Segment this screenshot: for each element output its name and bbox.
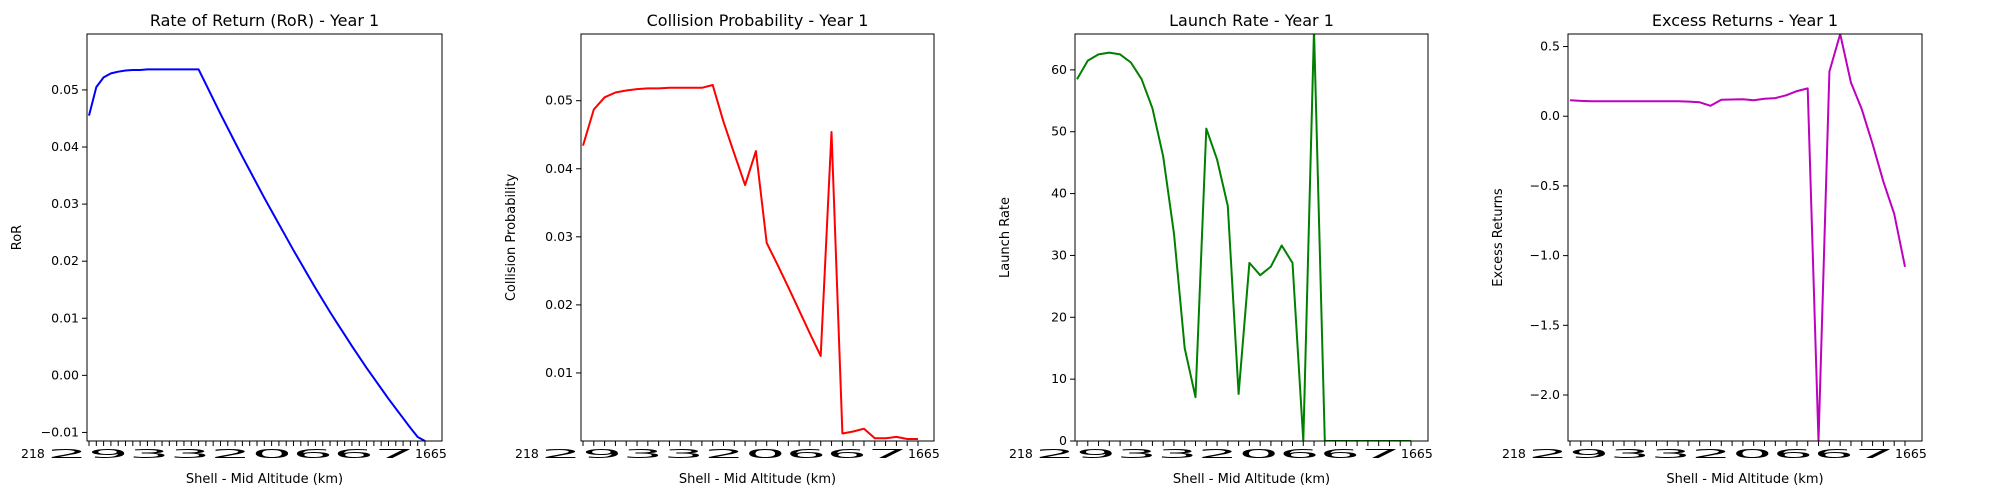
y-tick-label: 40: [1051, 186, 1067, 201]
x-tick-label-last: 1665: [908, 446, 940, 461]
chart-title: Collision Probability - Year 1: [647, 11, 869, 30]
y-tick-label: 10: [1051, 371, 1067, 386]
y-tick-label: 20: [1051, 309, 1067, 324]
y-tick-label: −2.0: [1530, 387, 1560, 402]
y-tick-label: 0.02: [545, 297, 573, 312]
chart-panel-4: Excess Returns - Year 1 −2.0 −1.5 −1.0 −0.5 0…: [1491, 11, 1927, 487]
y-tick-label: −1.0: [1530, 248, 1560, 263]
y-tick-label: −0.5: [1530, 178, 1560, 193]
chart-panel-3: Launch Rate - Year 1 0 10 20 30 40 50 60 218 2933…: [998, 11, 1433, 487]
y-axis-label: Collision Probability: [504, 174, 519, 302]
y-tick-label: 0.01: [545, 365, 573, 380]
chart-title: Rate of Return (RoR) - Year 1: [150, 11, 379, 30]
series-line: [582, 84, 918, 440]
y-tick-label: 0.05: [51, 82, 79, 97]
plot-frame: [86, 33, 443, 442]
x-axis-label: Shell - Mid Altitude (km): [186, 472, 343, 487]
chart-title: Excess Returns - Year 1: [1652, 11, 1838, 30]
y-tick-label: 0.00: [51, 367, 79, 382]
y-tick-label: 0.04: [51, 139, 79, 154]
y-tick-label: 50: [1051, 124, 1067, 139]
plot-frame: [1074, 33, 1429, 442]
y-tick-label: 0: [1059, 433, 1067, 448]
y-tick-label: 30: [1051, 247, 1067, 262]
y-tick-label: 60: [1051, 62, 1067, 77]
x-tick-label-cluster: 293320667: [1035, 446, 1401, 461]
x-tick-label-first: 218: [21, 446, 45, 461]
y-tick-label: 0.02: [51, 253, 79, 268]
y-tick-label: −0.01: [41, 424, 79, 439]
x-axis-label: Shell - Mid Altitude (km): [1666, 472, 1823, 487]
y-tick-label: 0.01: [51, 310, 79, 325]
x-axis-label: Shell - Mid Altitude (km): [1173, 472, 1330, 487]
series-line: [1076, 34, 1411, 441]
chart-panel-2: Collision Probability - Year 1 0.01 0.02 0.…: [504, 11, 940, 487]
y-axis-label: RoR: [10, 225, 25, 250]
series-line: [88, 68, 426, 441]
y-axis-label: Launch Rate: [998, 197, 1013, 278]
chart-panel-1: Rate of Return (RoR) - Year 1 −0.01 0.00 0.…: [10, 11, 447, 487]
x-tick-label-cluster: 293320667: [47, 446, 415, 461]
x-tick-label-last: 1665: [1401, 446, 1433, 461]
x-tick-label-first: 218: [1009, 446, 1033, 461]
chart-title: Launch Rate - Year 1: [1169, 11, 1334, 30]
y-axis-label: Excess Returns: [1491, 188, 1506, 287]
y-tick-label: 0.05: [545, 93, 573, 108]
series-line: [1569, 34, 1906, 441]
x-tick-label-last: 1665: [415, 446, 447, 461]
x-tick-label-cluster: 293320667: [541, 446, 908, 461]
y-tick-label: 0.03: [545, 229, 573, 244]
y-tick-label: 0.5: [1540, 39, 1560, 54]
plot-frame: [580, 33, 935, 442]
y-tick-label: 0.03: [51, 196, 79, 211]
x-tick-label-cluster: 293320667: [1528, 446, 1895, 461]
x-tick-label-first: 218: [515, 446, 539, 461]
y-tick-label: −1.5: [1530, 317, 1560, 332]
y-tick-label: 0.0: [1540, 108, 1560, 123]
x-tick-label-first: 218: [1502, 446, 1526, 461]
plot-frame: [1567, 33, 1923, 442]
x-axis-label: Shell - Mid Altitude (km): [679, 472, 836, 487]
y-tick-label: 0.04: [545, 161, 573, 176]
x-tick-label-last: 1665: [1895, 446, 1927, 461]
